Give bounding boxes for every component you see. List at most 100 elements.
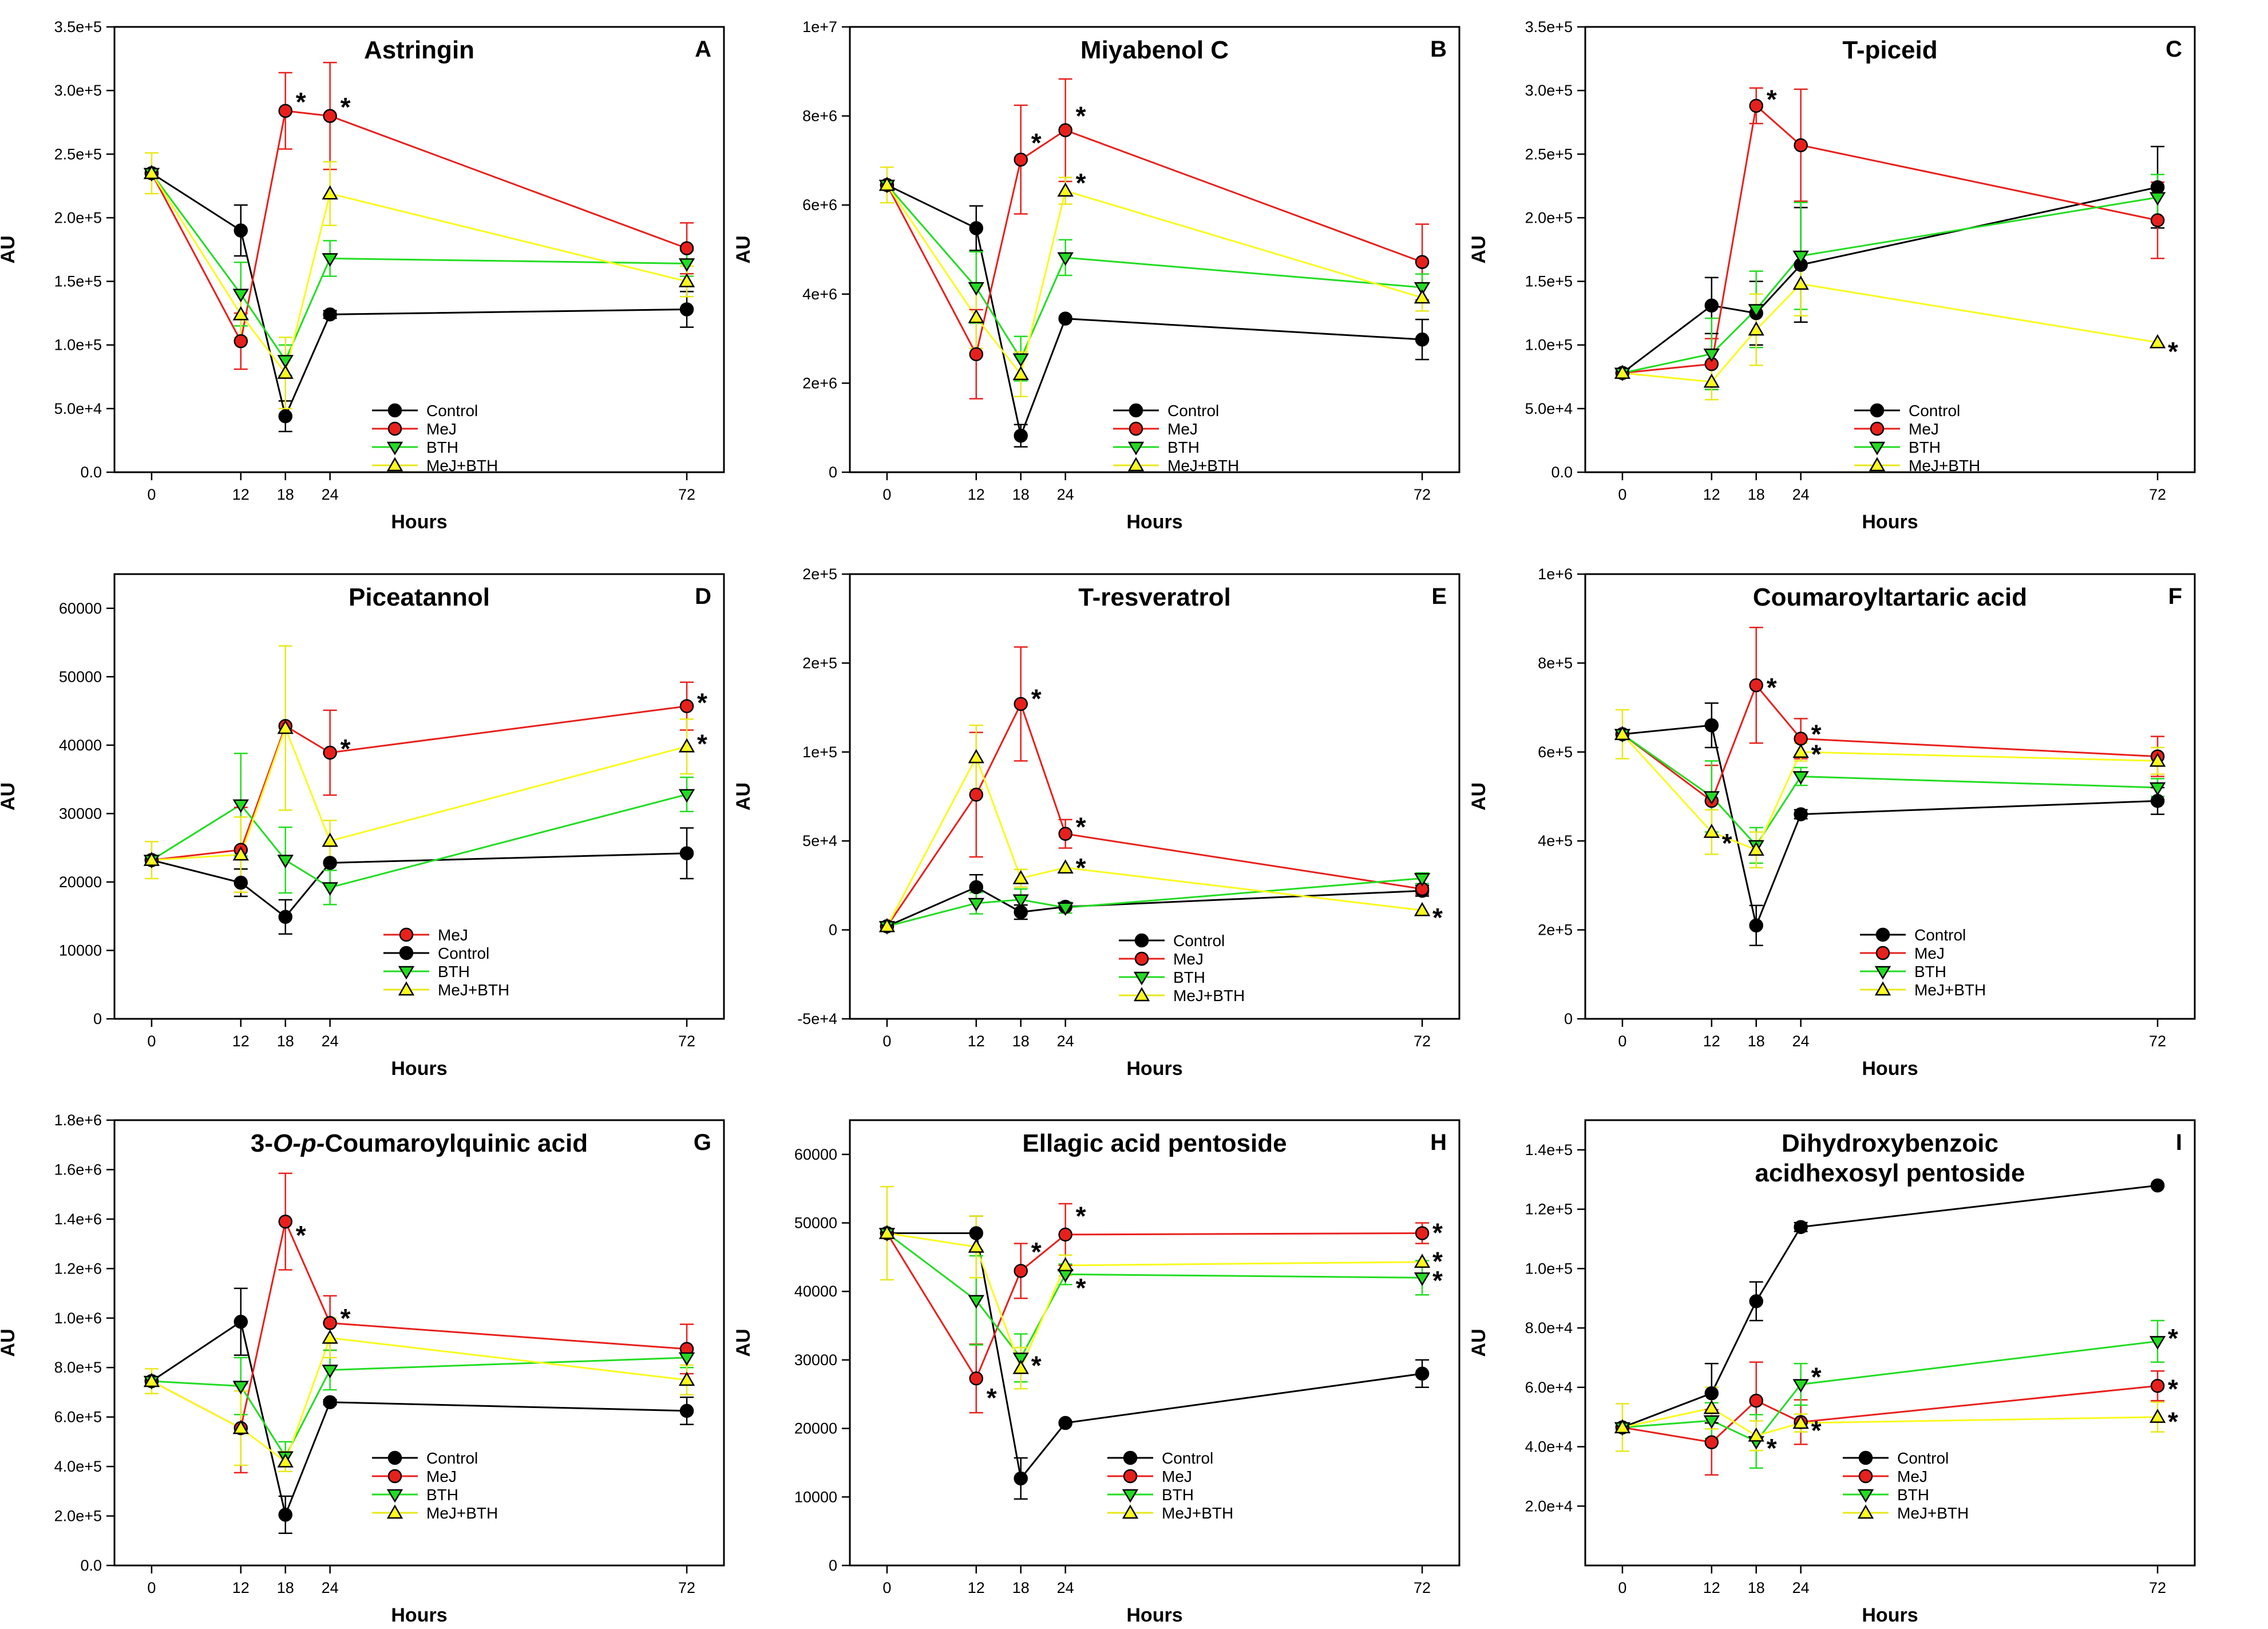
data-point-bth xyxy=(232,799,250,813)
data-point-control xyxy=(1704,298,1719,313)
data-point-mej-bth xyxy=(1748,1427,1764,1442)
significance-star: * xyxy=(1811,1362,1822,1392)
legend-label: MeJ xyxy=(426,420,457,438)
legend-marker xyxy=(1122,1504,1139,1519)
data-point-mej-bth xyxy=(232,846,249,861)
x-tick-label: 0 xyxy=(882,1579,891,1596)
data-point-bth xyxy=(678,258,695,272)
plot-frame xyxy=(1584,1119,2196,1567)
panel-e: -5e+4 0 5e+4 1e+5 2e+5 2e+5 0 12 18 24 72 Hours AU T-… xyxy=(733,566,1460,1080)
plot-frame xyxy=(113,573,725,1020)
y-tick-label: 6.0e+4 xyxy=(1525,1379,1573,1396)
data-point-mej-bth xyxy=(1703,373,1720,388)
data-point-mej-bth xyxy=(1748,841,1764,856)
legend-label: MeJ xyxy=(1167,420,1198,438)
panel-title-line: Dihydroxybenzoic xyxy=(1782,1129,1998,1157)
legend-marker xyxy=(1870,421,1885,436)
panel-letter: H xyxy=(1430,1130,1447,1155)
data-point-mej-bth xyxy=(322,832,338,847)
data-point-control xyxy=(323,307,337,322)
y-tick-label: 4.0e+4 xyxy=(1525,1438,1573,1456)
y-tick-label: 8e+5 xyxy=(1538,654,1573,671)
data-point-control xyxy=(233,875,248,890)
legend-label: BTH xyxy=(1162,1486,1194,1504)
data-point-control xyxy=(679,302,694,317)
data-point-mej-bth xyxy=(277,1453,294,1468)
y-tick-label: 2.5e+5 xyxy=(54,145,102,163)
y-tick-label: 30000 xyxy=(794,1351,837,1369)
significance-star: * xyxy=(1432,1217,1443,1247)
y-tick-label: 0.0 xyxy=(80,464,102,481)
legend-marker xyxy=(387,421,402,436)
panel-letter: I xyxy=(2176,1130,2182,1155)
legend-label: Control xyxy=(1897,1449,1949,1467)
legend-marker xyxy=(386,1504,403,1519)
legend-marker xyxy=(1127,441,1145,456)
data-point-mej-bth xyxy=(277,365,294,379)
y-tick-label: 6e+5 xyxy=(1538,744,1573,761)
y-tick-label: 20000 xyxy=(59,873,102,891)
x-tick-label: 18 xyxy=(1748,1033,1765,1050)
significance-star: * xyxy=(341,92,351,122)
data-point-control xyxy=(1794,807,1808,821)
significance-star: * xyxy=(1031,128,1042,157)
data-point-bth xyxy=(1748,304,1764,318)
y-tick-label: 2e+6 xyxy=(802,374,837,392)
panel-c: 0.0 5.0e+4 1.0e+5 1.5e+5 2.0e+5 2.5e+5 3.0e+5 3… xyxy=(1468,18,2196,533)
y-tick-label: 1.0e+5 xyxy=(1525,337,1573,354)
legend-marker xyxy=(1858,1469,1873,1484)
y-tick-label: 1.5e+5 xyxy=(54,273,102,290)
data-point-bth xyxy=(2149,782,2166,796)
y-tick-label: 1.4e+6 xyxy=(54,1211,102,1228)
legend-label: BTH xyxy=(1897,1486,1929,1504)
data-point-mej-bth xyxy=(1057,859,1074,874)
y-tick-label: 0 xyxy=(829,922,837,939)
y-tick-label: 3.5e+5 xyxy=(1525,18,1573,35)
legend-label: BTH xyxy=(438,963,470,980)
data-point-bth xyxy=(1792,1379,1809,1393)
panel-i: 2.0e+4 4.0e+4 6.0e+4 8.0e+4 1.0e+5 1.2e+5 1.4e… xyxy=(1468,1119,2196,1626)
y-tick-label: 60000 xyxy=(794,1146,837,1163)
data-point-bth xyxy=(1703,791,1720,805)
plot-frame xyxy=(1584,573,2196,1020)
data-point-bth xyxy=(322,253,338,267)
data-point-mej-bth xyxy=(2149,1409,2166,1423)
significance-star: * xyxy=(1811,719,1822,749)
legend-label: BTH xyxy=(1167,438,1200,456)
data-point-mej xyxy=(1749,678,1763,693)
data-point-mej-bth xyxy=(1614,1419,1631,1434)
legend-label: Control xyxy=(426,1449,478,1467)
data-point-bth xyxy=(277,355,294,369)
y-tick-label: 0 xyxy=(829,464,837,481)
x-axis-label: Hours xyxy=(1862,511,1918,533)
x-tick-label: 24 xyxy=(1792,1579,1810,1596)
y-tick-label: 1.5e+5 xyxy=(1525,273,1573,290)
significance-star: * xyxy=(1767,85,1777,114)
data-point-bth xyxy=(1792,250,1809,264)
significance-star: * xyxy=(697,729,707,758)
significance-star: * xyxy=(341,1303,351,1333)
data-point-control xyxy=(679,846,694,860)
data-point-bth xyxy=(968,1295,985,1309)
legend-label: MeJ+BTH xyxy=(1909,457,1980,475)
legend-label: Control xyxy=(426,402,478,420)
legend-marker xyxy=(1129,403,1143,418)
data-point-bth xyxy=(1792,771,1809,785)
y-tick-label: 3.0e+5 xyxy=(54,82,102,99)
data-point-mej xyxy=(969,788,984,802)
data-point-control xyxy=(1749,1294,1763,1308)
legend-label: MeJ+BTH xyxy=(426,1504,498,1522)
x-tick-label: 18 xyxy=(1748,486,1765,503)
significance-star: * xyxy=(1076,1273,1086,1303)
significance-star: * xyxy=(987,1383,997,1413)
panel-title: T-piceid xyxy=(1842,36,1937,64)
significance-star: * xyxy=(1076,1201,1086,1231)
panel-letter: A xyxy=(695,37,711,62)
data-point-mej-bth xyxy=(968,309,984,323)
legend-marker xyxy=(386,441,403,456)
significance-star: * xyxy=(1076,853,1086,883)
data-point-control xyxy=(2150,180,2165,195)
x-tick-label: 18 xyxy=(277,1033,294,1050)
data-point-control xyxy=(1058,1416,1072,1430)
x-axis-label: Hours xyxy=(1862,1604,1918,1626)
